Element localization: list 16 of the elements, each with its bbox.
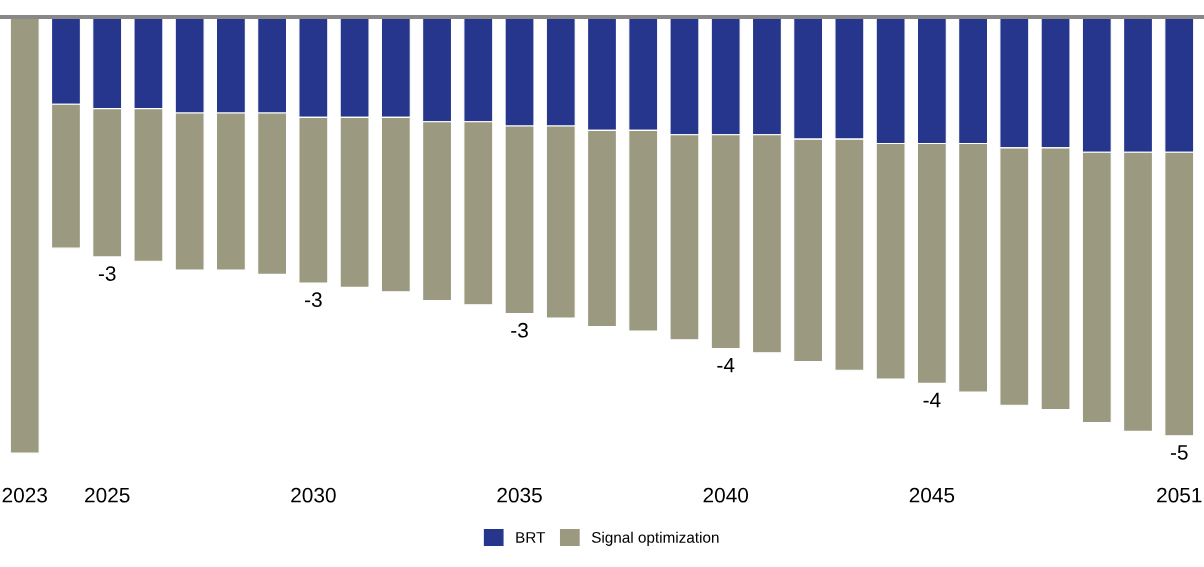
annotation: -5 bbox=[1170, 445, 1188, 460]
annotation: -4 bbox=[717, 357, 735, 373]
x-tick-label: 2045 bbox=[909, 487, 955, 503]
x-tick-label: 2051 bbox=[1157, 487, 1202, 503]
x-tick-label: 2023 bbox=[2, 487, 47, 503]
annotation: -3 bbox=[98, 266, 116, 281]
x-tick-label: 2025 bbox=[85, 487, 130, 503]
annotation: -4 bbox=[923, 392, 941, 408]
annotation: -3 bbox=[305, 292, 322, 308]
x-tick-label: 2035 bbox=[497, 487, 542, 503]
legend-label: Signal optimization bbox=[591, 531, 719, 546]
x-tick-label: 2030 bbox=[291, 487, 336, 503]
annotation: -3 bbox=[511, 322, 528, 338]
x-tick-label: 2040 bbox=[703, 487, 749, 503]
legend-label: BRT bbox=[516, 532, 546, 543]
bar bbox=[9, 17, 40, 454]
